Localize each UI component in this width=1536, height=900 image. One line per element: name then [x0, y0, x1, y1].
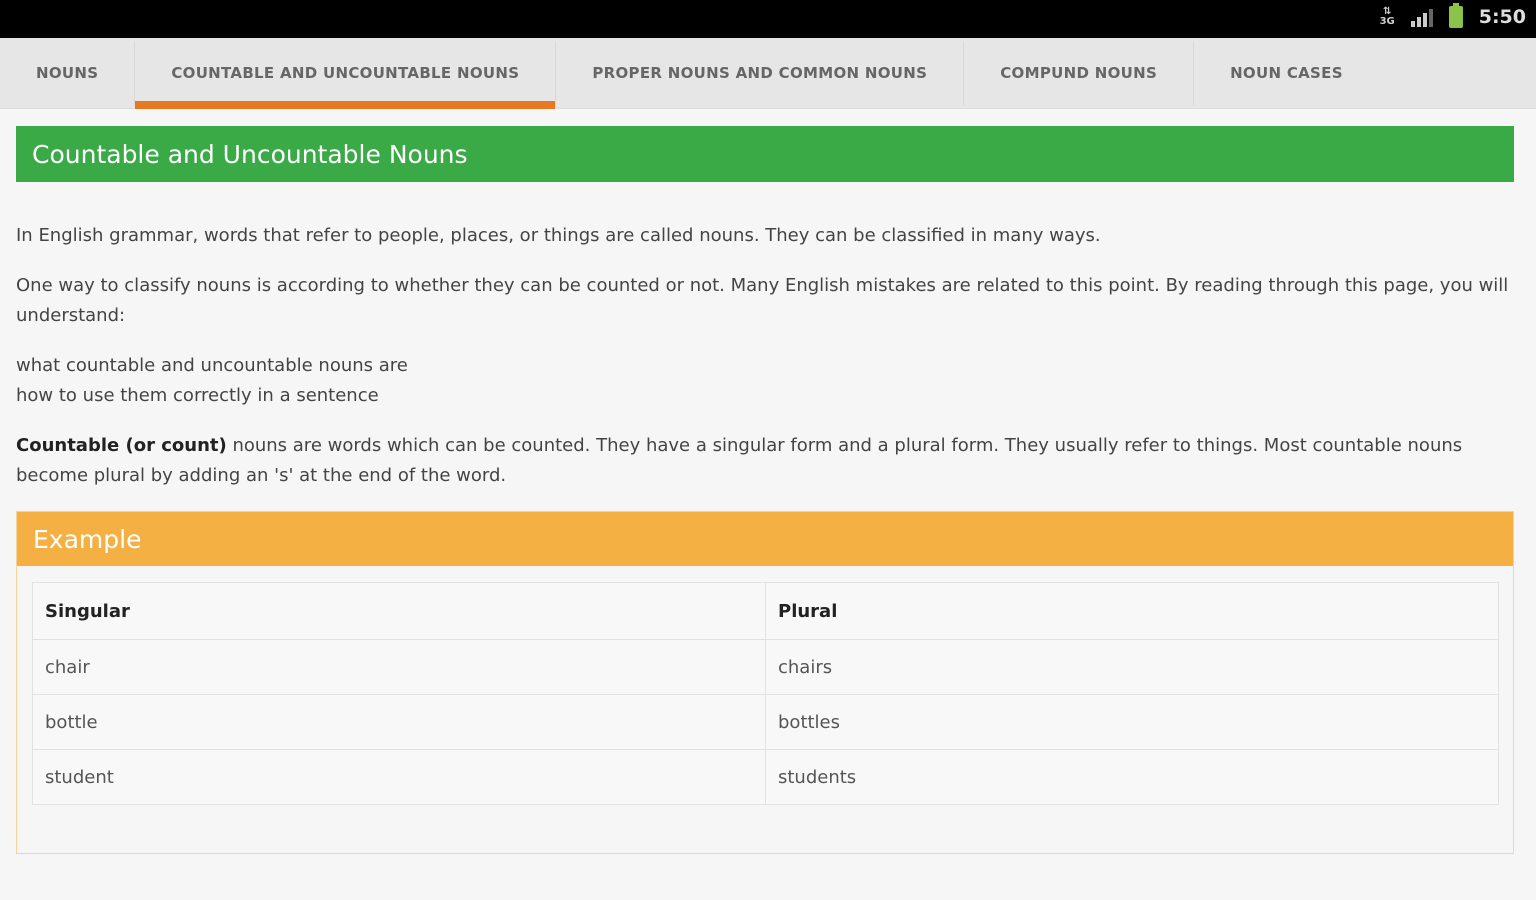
tab-noun-cases[interactable]: NOUN CASES	[1230, 64, 1343, 82]
cell: chairs	[765, 639, 1499, 695]
cell: bottles	[765, 694, 1499, 750]
example-box: Example Singular Plural chair chairs bottl…	[16, 511, 1514, 854]
battery-icon	[1448, 3, 1463, 28]
clock: 5:50	[1478, 6, 1526, 28]
countable-paragraph: Countable (or count) nouns are words whi…	[16, 431, 1514, 491]
signal-icon	[1410, 7, 1433, 27]
table-header: Singular Plural	[32, 582, 1499, 640]
header-singular: Singular	[32, 582, 766, 640]
intro-paragraph: In English grammar, words that refer to …	[16, 225, 1101, 246]
example-table: Singular Plural chair chairs bottle bottles…	[32, 582, 1499, 805]
header-plural: Plural	[765, 582, 1499, 640]
page-title: Countable and Uncountable Nouns	[16, 126, 1514, 182]
classify-paragraph: One way to classify nouns is according t…	[16, 275, 1509, 326]
list-item: what countable and uncountable nouns are	[16, 355, 408, 376]
cell: bottle	[32, 694, 766, 750]
tab-bar: NOUNS COUNTABLE AND UNCOUNTABLE NOUNS PR…	[0, 38, 1536, 109]
content: Countable and Uncountable Nouns In Engli…	[0, 109, 1536, 854]
status-bar: ⇅ 3G 5:50	[0, 0, 1536, 38]
countable-text: nouns are words which can be counted. Th…	[16, 435, 1463, 486]
cell: student	[32, 749, 766, 805]
tab-compound[interactable]: COMPUND NOUNS	[964, 41, 1195, 105]
table-row: bottle bottles	[32, 694, 1499, 750]
tab-nouns[interactable]: NOUNS	[0, 41, 136, 105]
bold-term: Countable (or count)	[16, 435, 227, 456]
cell: students	[765, 749, 1499, 805]
tab-proper-common[interactable]: PROPER NOUNS AND COMMON NOUNS	[556, 41, 965, 105]
cell: chair	[32, 639, 766, 695]
example-title: Example	[17, 512, 1513, 566]
data-icon: ⇅ 3G	[1379, 6, 1395, 27]
list-item: how to use them correctly in a sentence	[16, 385, 379, 406]
tab-countable-uncountable[interactable]: COUNTABLE AND UNCOUNTABLE NOUNS	[135, 41, 557, 109]
table-row: student students	[32, 749, 1499, 805]
table-row: chair chairs	[32, 639, 1499, 695]
